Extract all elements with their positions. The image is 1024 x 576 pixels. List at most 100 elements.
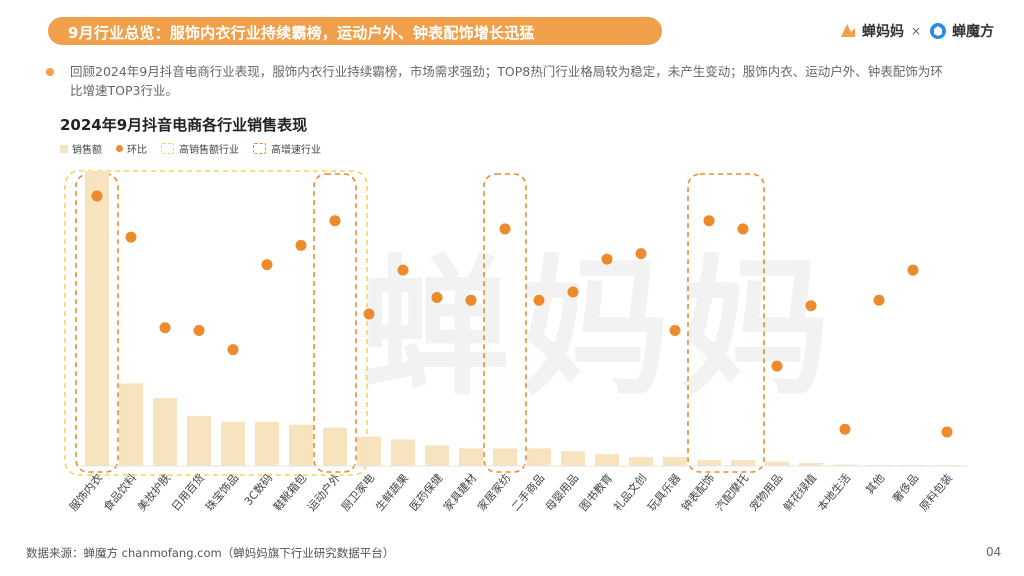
mom-dot-cat-19	[737, 223, 749, 235]
category-label-cat-5: 3C数码	[242, 472, 276, 508]
category-label-cat-14: 母婴用品	[543, 472, 581, 514]
category-label-cat-15: 图书教育	[576, 471, 615, 514]
mom-dot-cat-21	[805, 300, 817, 312]
mom-dot-cat-23	[873, 294, 885, 306]
sales-bar-cat-16	[629, 457, 653, 466]
footer-source: 数据来源：蝉魔方 chanmofang.com（蝉妈妈旗下行业研究数据平台）	[26, 546, 395, 560]
category-label-cat-2: 美妆护肤	[134, 471, 173, 514]
legend-high-sales-box	[161, 143, 174, 154]
sales-bar-cat-14	[561, 451, 585, 466]
sales-bar-cat-4	[221, 421, 245, 466]
mom-dot-cat-22	[839, 423, 851, 435]
page-number: 04	[986, 545, 1002, 559]
chanmofang-brand: 蝉魔方	[952, 24, 995, 40]
category-label-cat-25: 原料包装	[916, 471, 955, 514]
high-growth-box-cat-7	[313, 173, 357, 473]
sales-bar-cat-1	[119, 383, 143, 466]
summary-bullet-icon	[46, 68, 54, 76]
mom-dot-cat-24	[907, 264, 919, 276]
category-label-cat-23: 其他	[863, 472, 887, 497]
mom-dot-cat-11	[465, 294, 477, 306]
mom-dot-cat-12	[499, 223, 511, 235]
chanmama-brand: 蝉妈妈	[862, 24, 904, 40]
brand-separator: ×	[911, 24, 922, 38]
category-label-cat-22: 本地生活	[814, 471, 853, 514]
chart-legend: 销售额 环比 高销售额行业 高增速行业	[60, 141, 335, 156]
watermark-text: 蝉妈妈	[360, 242, 840, 416]
mom-dot-cat-17	[669, 324, 681, 336]
legend-item-high-growth: 高增速行业	[253, 141, 321, 156]
mom-dot-cat-20	[771, 360, 783, 372]
category-label-cat-6: 鞋靴箱包	[270, 471, 309, 514]
category-label-cat-24: 奢侈品	[889, 471, 921, 505]
legend-high-sales-label: 高销售额行业	[179, 145, 239, 156]
sales-bar-cat-22	[833, 464, 857, 466]
mom-dot-cat-18	[703, 215, 715, 227]
brand-logos: 蝉妈妈 × 蝉魔方	[838, 19, 994, 43]
sales-bar-cat-7	[323, 427, 347, 466]
mom-dot-cat-10	[431, 292, 443, 304]
mom-dot-cat-16	[635, 248, 647, 260]
sales-bar-cat-8	[357, 436, 381, 466]
legend-high-growth-box	[253, 143, 266, 154]
title-banner: 9月行业总览：服饰内衣行业持续霸榜，运动户外、钟表配饰增长迅猛	[48, 17, 662, 45]
mom-dot-cat-3	[193, 324, 205, 336]
high-growth-box-cat-18	[687, 173, 765, 473]
sales-bar-cat-13	[527, 448, 551, 466]
legend-dot-swatch	[116, 145, 123, 152]
mom-dot-cat-0	[91, 190, 103, 202]
legend-item-high-sales: 高销售额行业	[161, 141, 239, 156]
category-label-cat-10: 医药保健	[406, 471, 445, 514]
mom-dot-cat-15	[601, 253, 613, 265]
category-label-cat-21: 鲜花绿植	[780, 471, 819, 514]
sales-bar-cat-17	[663, 457, 687, 466]
legend-high-growth-label: 高增速行业	[271, 145, 321, 156]
sales-bar-cat-18	[697, 460, 721, 466]
mom-dot-cat-25	[941, 426, 953, 438]
mom-dot-cat-13	[533, 294, 545, 306]
mom-dot-cat-7	[329, 215, 341, 227]
page-title: 9月行业总览：服饰内衣行业持续霸榜，运动户外、钟表配饰增长迅猛	[68, 24, 535, 42]
category-label-cat-12: 家居家纺	[474, 471, 513, 514]
sales-bar-cat-12	[493, 448, 517, 466]
legend-sales-label: 销售额	[72, 145, 102, 156]
sales-bar-cat-6	[289, 424, 313, 466]
chanmofang-logo-icon	[930, 23, 947, 39]
mom-dot-cat-1	[125, 231, 137, 243]
category-label-cat-0: 服饰内衣	[66, 471, 105, 514]
category-label-cat-7: 运动户外	[304, 471, 343, 514]
summary-text: 回顾2024年9月抖音电商行业表现，服饰内衣行业持续霸榜，市场需求强劲；TOP8…	[70, 64, 943, 98]
sales-bar-cat-2	[153, 398, 177, 466]
sales-bar-cat-20	[765, 461, 789, 466]
sales-bar-cat-0	[85, 171, 109, 466]
mom-dot-cat-9	[397, 264, 409, 276]
high-growth-box-cat-12	[483, 173, 527, 473]
category-label-cat-16: 礼品文创	[610, 471, 649, 514]
mom-dot-cat-6	[295, 239, 307, 251]
mom-dot-cat-14	[567, 286, 579, 298]
category-label-cat-4: 珠宝饰品	[202, 471, 241, 514]
sales-bar-cat-21	[799, 463, 823, 466]
sales-bar-cat-19	[731, 460, 755, 466]
sales-bar-cat-11	[459, 448, 483, 466]
legend-bar-swatch	[60, 144, 68, 153]
mom-dot-cat-2	[159, 322, 171, 334]
category-label-cat-13: 二手商品	[508, 471, 547, 514]
category-label-cat-11: 家具建材	[440, 471, 479, 514]
legend-mom-label: 环比	[127, 145, 147, 156]
legend-item-mom: 环比	[116, 141, 147, 156]
watermark: 蝉妈妈	[360, 242, 840, 416]
category-label-cat-8: 厨卫家电	[338, 471, 377, 514]
mom-dot-cat-5	[261, 259, 273, 271]
mom-dot-cat-4	[227, 344, 239, 356]
sales-bar-cat-10	[425, 445, 449, 466]
chart-title: 2024年9月抖音电商各行业销售表现	[60, 116, 308, 134]
chanmama-logo-icon	[841, 24, 855, 37]
mom-dot-cat-8	[363, 308, 375, 320]
category-label-cat-3: 日用百货	[168, 471, 207, 514]
sales-bar-cat-9	[391, 439, 415, 466]
high-sales-box	[64, 170, 368, 476]
sales-bar-cat-15	[595, 454, 619, 466]
sales-bar-cat-5	[255, 421, 279, 466]
